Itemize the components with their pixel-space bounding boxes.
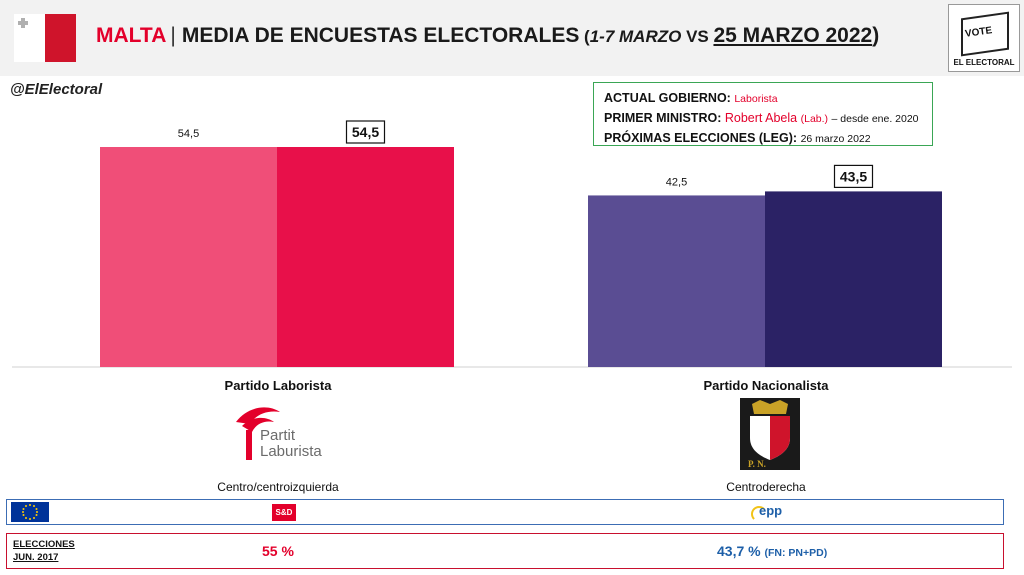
- sd-group-logo: S&D: [272, 504, 296, 521]
- pn-logo-letters: P. N.: [748, 459, 766, 469]
- title-open: (: [579, 27, 590, 46]
- ideology-laborista: Centro/centroizquierda: [217, 480, 339, 494]
- title-vs: VS: [681, 27, 714, 46]
- title-country: MALTA: [96, 24, 167, 47]
- title-period-new: 25 MARZO 2022: [713, 24, 873, 47]
- value-label-new-0: 54,5: [352, 124, 379, 140]
- malta-flag: [14, 14, 76, 62]
- pm-party: (Lab.): [800, 113, 829, 125]
- header: MALTA | MEDIA DE ENCUESTAS ELECTORALES (1-…: [0, 0, 1024, 76]
- bar-chart: 54,5 54,5 42,5 43,5: [12, 120, 1012, 368]
- elections-2017-label: ELECCIONES JUN. 2017: [13, 539, 75, 563]
- pl-logo-text-1: Partit: [260, 427, 296, 444]
- pl-logo-text-2: Laburista: [260, 443, 322, 460]
- next-election-value: 26 marzo 2022: [800, 133, 871, 145]
- value-label-box-1: [833, 164, 874, 189]
- el-electoral-logo: VOTE EL ELECTORAL: [948, 4, 1020, 72]
- page-title: MALTA | MEDIA DE ENCUESTAS ELECTORALES (1-…: [96, 24, 879, 48]
- bar-new-1: [765, 191, 942, 367]
- eu-flag-icon: [11, 502, 49, 522]
- pm-value: Robert Abela: [724, 111, 798, 125]
- election-result-nacionalista: 43,7 % (FN: PN+PD): [717, 543, 828, 559]
- title-separator: |: [170, 24, 176, 47]
- title-period-old: 1-7 MARZO: [589, 27, 682, 46]
- gov-value: Laborista: [734, 93, 778, 105]
- pm-since: – desde ene. 2020: [831, 113, 919, 125]
- government-info-box: ACTUAL GOBIERNO: Laborista PRIMER MINIST…: [593, 82, 933, 146]
- logo-name: EL ELECTORAL: [953, 58, 1015, 67]
- party-name-laborista: Partido Laborista: [224, 378, 332, 393]
- bar-new-0: [277, 147, 454, 367]
- epp-circle-icon: [751, 506, 767, 522]
- partit-laburista-logo: Partit Laburista: [236, 407, 322, 460]
- bar-old-1: [588, 195, 765, 367]
- gov-label: ACTUAL GOBIERNO:: [604, 91, 731, 105]
- george-cross-icon: [18, 18, 28, 28]
- elections-2017-row: ELECCIONES JUN. 2017 55 % 43,7 % (FN: PN…: [6, 533, 1004, 569]
- value-label-old-1: 42,5: [666, 176, 687, 188]
- eu-group-row: S&D epp: [6, 499, 1004, 525]
- title-close: ): [872, 24, 880, 47]
- ideology-nacionalista: Centroderecha: [726, 480, 806, 494]
- partit-nazzjonalista-logo: P. N.: [740, 398, 800, 470]
- bar-old-0: [100, 147, 277, 367]
- pm-label: PRIMER MINISTRO:: [604, 111, 722, 125]
- value-label-box-0: [345, 120, 386, 144]
- party-name-nacionalista: Partido Nacionalista: [703, 378, 829, 393]
- value-label-new-1: 43,5: [840, 168, 867, 184]
- epp-group-logo: epp: [759, 503, 783, 518]
- social-handle: @ElElectoral: [10, 81, 103, 98]
- title-main: MEDIA DE ENCUESTAS ELECTORALES: [181, 24, 580, 47]
- value-label-old-0: 54,5: [178, 128, 199, 140]
- next-election-label: PRÓXIMAS ELECCIONES (LEG):: [604, 131, 798, 145]
- election-result-laborista: 55 %: [262, 543, 294, 559]
